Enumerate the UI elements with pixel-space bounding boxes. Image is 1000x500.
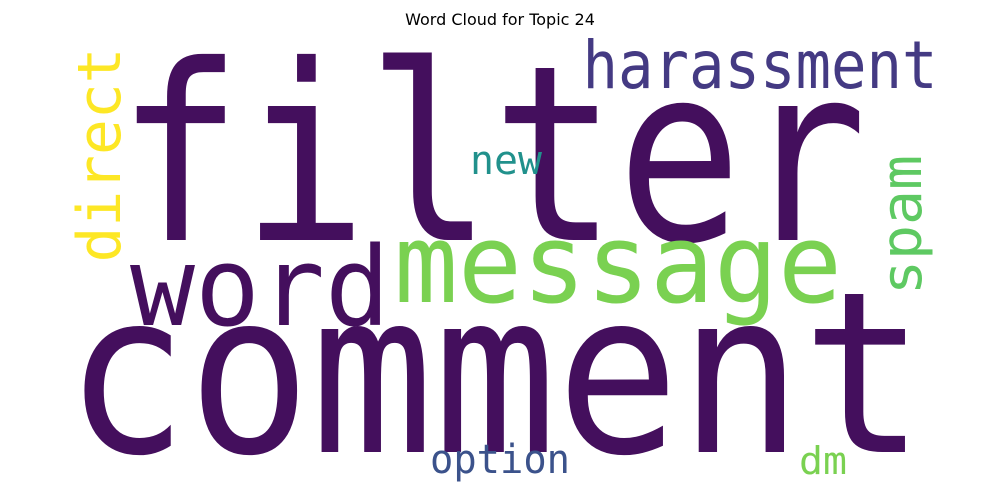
word-new: new bbox=[470, 138, 543, 184]
word-message: message bbox=[394, 200, 842, 328]
word-option: option bbox=[430, 437, 570, 483]
chart-title: Word Cloud for Topic 24 bbox=[405, 10, 595, 29]
word-direct: direct bbox=[65, 48, 135, 263]
word-spam: spam bbox=[870, 155, 935, 295]
word-harassment: harassment bbox=[583, 27, 938, 104]
word-filter: filter bbox=[117, 13, 867, 298]
word-dm: dm bbox=[799, 439, 847, 483]
word-word: word bbox=[130, 223, 390, 351]
word-comment: comment bbox=[65, 244, 925, 500]
